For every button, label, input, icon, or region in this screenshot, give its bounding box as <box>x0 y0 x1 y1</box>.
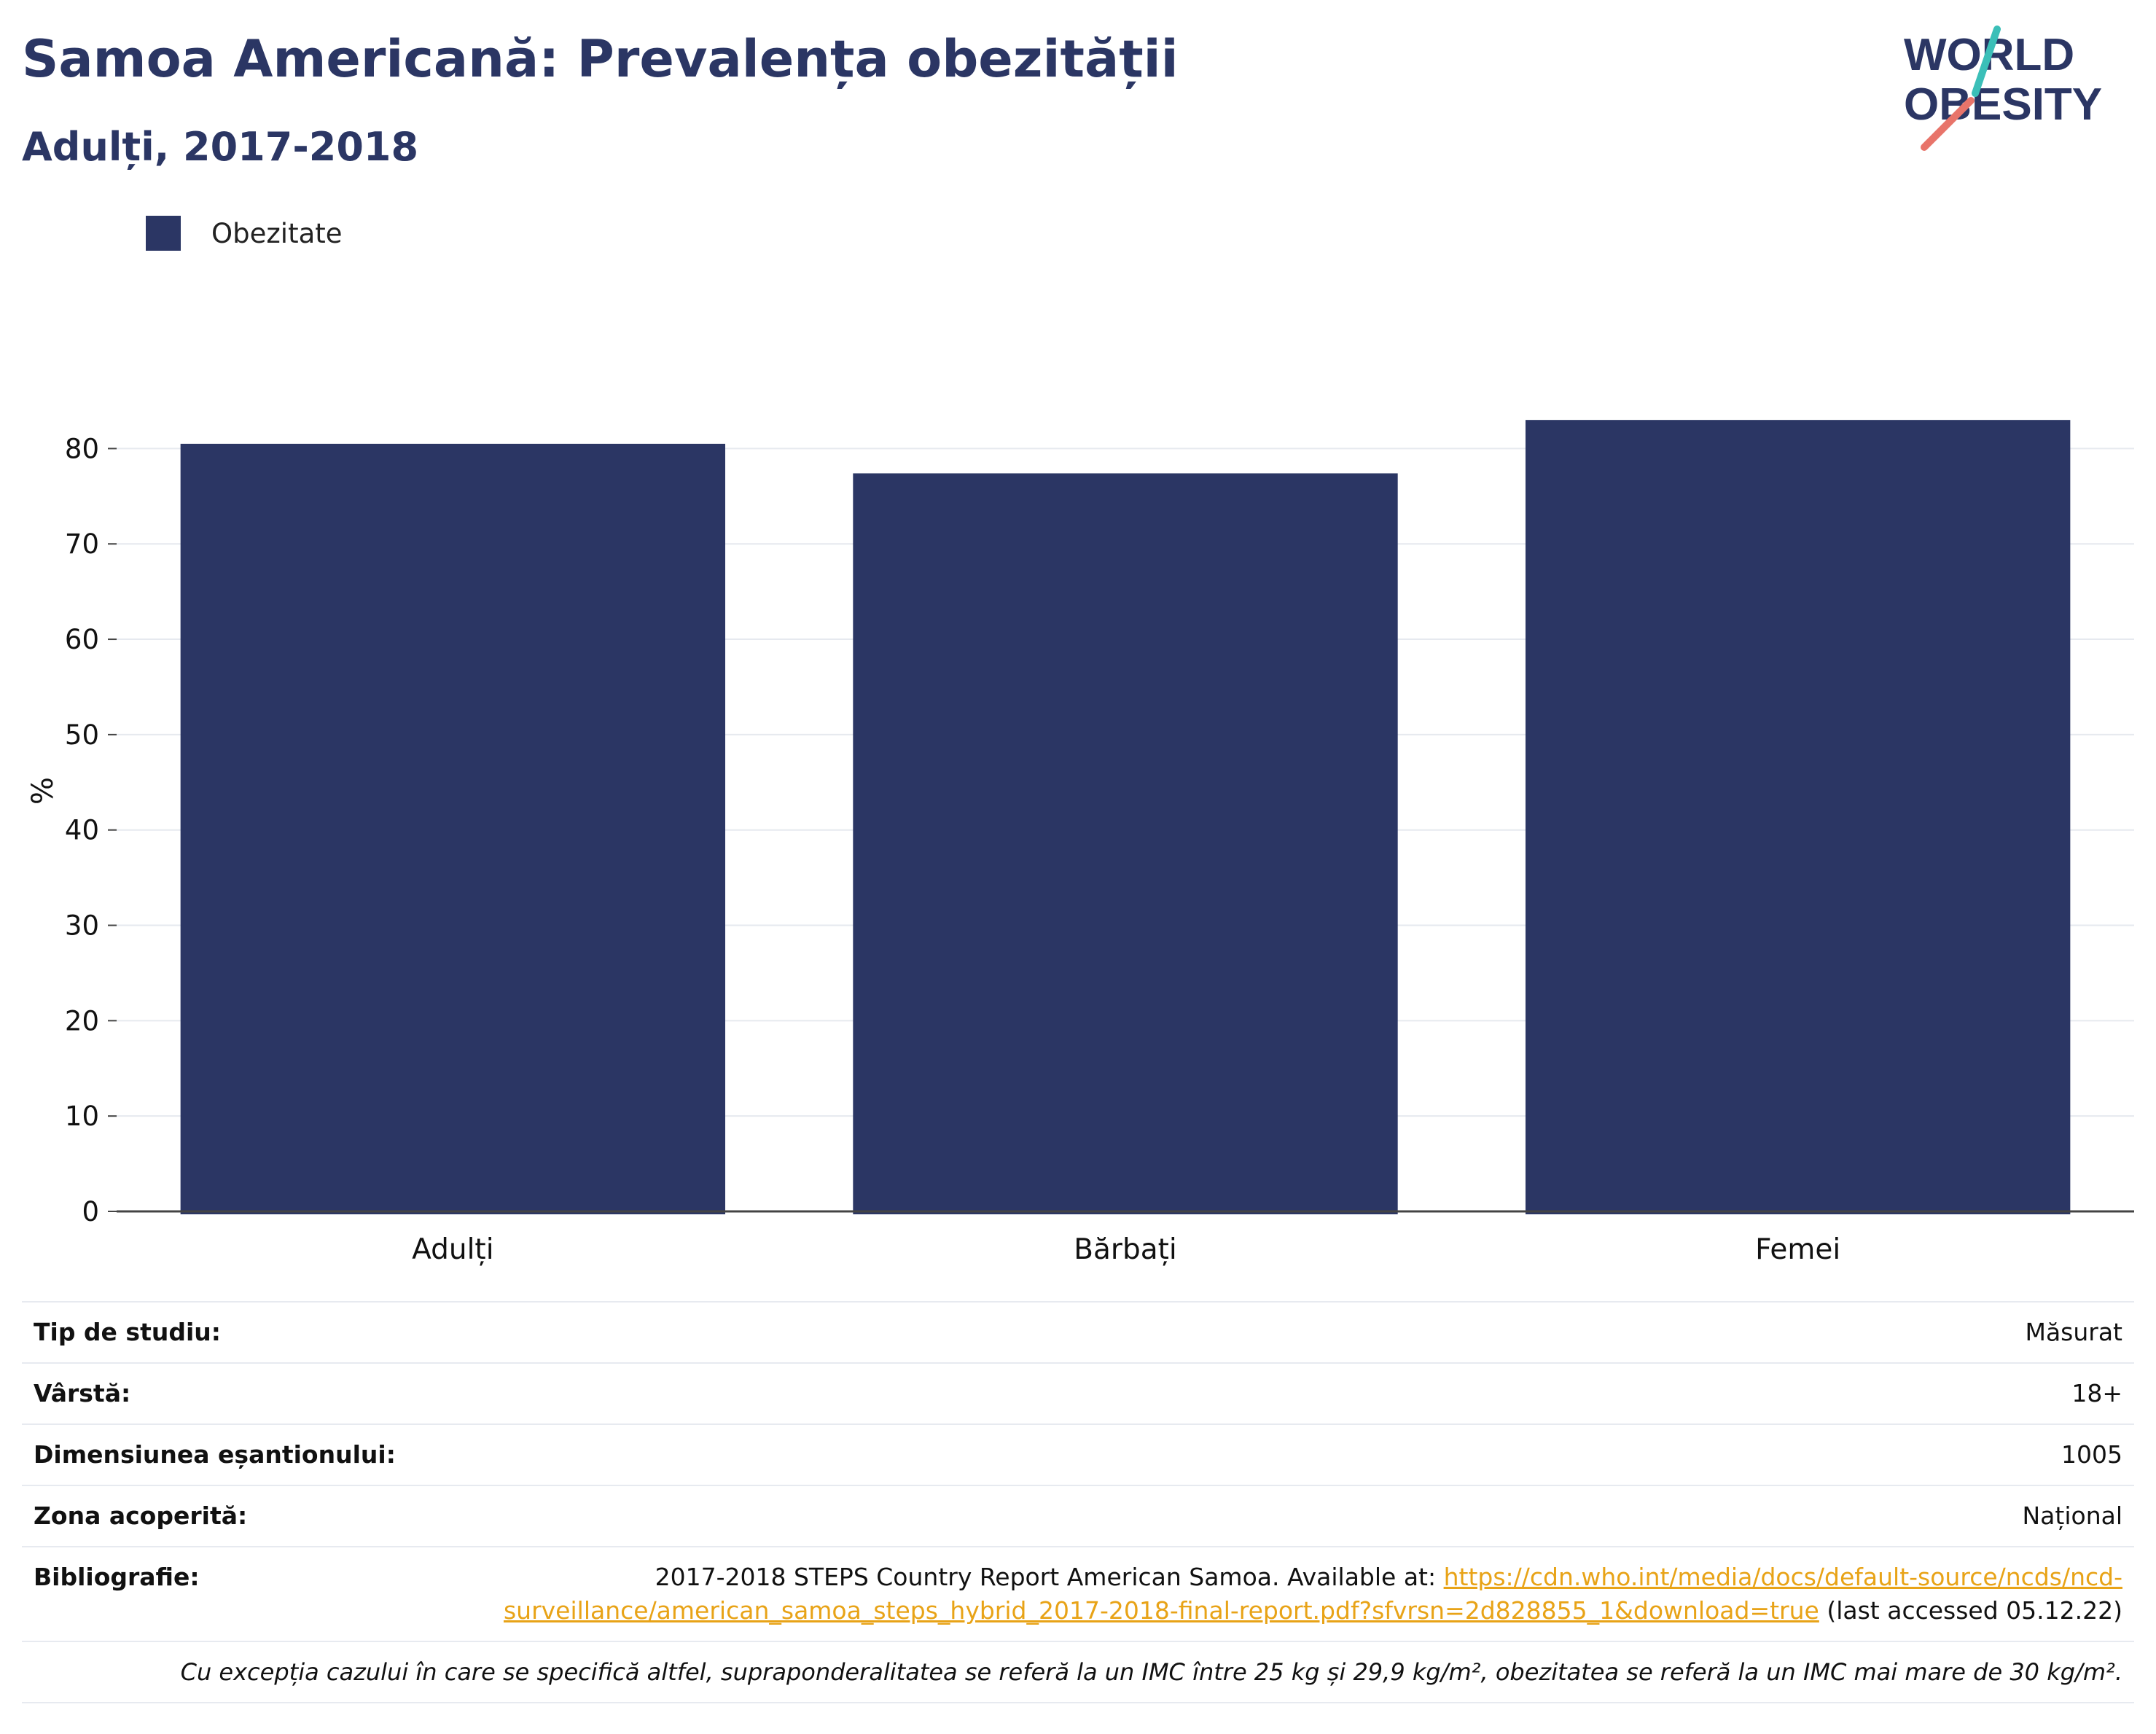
x-tick-labels: Adulți Bărbați Femei <box>412 1233 1840 1266</box>
y-tick-labels: 0 10 20 30 40 50 60 70 80 <box>65 433 117 1227</box>
study-type-value: Măsurat <box>483 1301 2134 1364</box>
logo-slash-top <box>1972 26 2001 97</box>
x-tick-label: Adulți <box>412 1233 493 1266</box>
sample-size-value: 1005 <box>483 1423 2134 1486</box>
age-value: 18+ <box>483 1362 2134 1425</box>
row-age: Vârstă: 18+ <box>22 1362 2134 1425</box>
row-bibliography: Bibliografie: 2017-2018 STEPS Country Re… <box>22 1546 2134 1642</box>
y-axis-label: % <box>26 777 60 805</box>
y-tick-label: 60 <box>65 624 99 655</box>
y-tick-label: 30 <box>65 910 99 942</box>
y-tick-label: 10 <box>65 1101 99 1132</box>
bibliography-link[interactable]: https://cdn.who.int/media/docs/default-s… <box>503 1563 2122 1625</box>
y-tick-label: 50 <box>65 719 99 751</box>
coverage-value: Național <box>483 1485 2134 1547</box>
age-label: Vârstă: <box>22 1362 483 1425</box>
logo-line2: OBESITY <box>1904 79 2102 130</box>
study-type-label: Tip de studiu: <box>22 1301 483 1364</box>
row-study-type: Tip de studiu: Măsurat <box>22 1301 2134 1364</box>
bar-chart: 0 10 20 30 40 50 60 70 80 Adulți Bărbați Femei % <box>26 420 2134 1266</box>
x-tick-label: Femei <box>1755 1233 1840 1266</box>
y-tick-label: 40 <box>65 815 99 846</box>
chart-subtitle: Adulți, 2017-2018 <box>22 124 419 170</box>
y-tick-label: 20 <box>65 1005 99 1036</box>
bar-2[interactable] <box>1525 420 2071 1214</box>
bibliography-value: 2017-2018 STEPS Country Report American … <box>483 1546 2134 1642</box>
row-footnote: Cu excepția cazului în care se specifică… <box>22 1641 2134 1703</box>
study-info-table: Tip de studiu: Măsurat Vârstă: 18+ Dimen… <box>22 1301 2134 1703</box>
y-tick-label: 0 <box>82 1196 99 1227</box>
legend[interactable]: Obezitate <box>146 216 343 251</box>
bar-0[interactable] <box>180 443 726 1214</box>
bibliography-text: 2017-2018 STEPS Country Report American … <box>655 1563 1444 1591</box>
sample-size-label: Dimensiunea eșantionului: <box>22 1423 483 1486</box>
bibliography-label: Bibliografie: <box>22 1546 483 1642</box>
world-obesity-logo: WORLD OBESITY <box>1904 26 2102 151</box>
bibliography-suffix: (last accessed 05.12.22) <box>1819 1596 2122 1625</box>
y-tick-label: 70 <box>65 528 99 560</box>
bmi-footnote: Cu excepția cazului în care se specifică… <box>22 1641 2134 1703</box>
legend-swatch <box>146 216 181 251</box>
bars <box>180 420 2071 1214</box>
row-coverage: Zona acoperită: Național <box>22 1485 2134 1547</box>
logo-slash-bottom <box>1921 97 1975 151</box>
bar-1[interactable] <box>853 473 1398 1214</box>
coverage-label: Zona acoperită: <box>22 1485 483 1547</box>
x-tick-label: Bărbați <box>1074 1233 1176 1266</box>
y-tick-label: 80 <box>65 433 99 464</box>
row-sample-size: Dimensiunea eșantionului: 1005 <box>22 1423 2134 1486</box>
chart-title: Samoa Americană: Prevalența obezității <box>22 29 1179 89</box>
legend-label: Obezitate <box>211 217 343 249</box>
